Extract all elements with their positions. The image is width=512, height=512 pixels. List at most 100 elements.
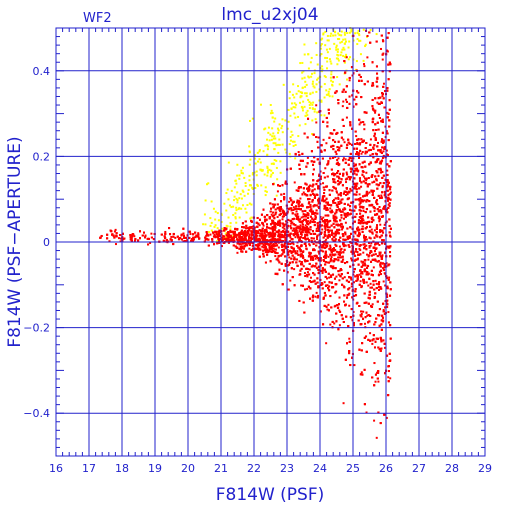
data-point xyxy=(347,46,350,49)
data-point xyxy=(251,187,254,190)
data-point xyxy=(229,222,232,225)
data-point xyxy=(256,183,259,186)
data-point xyxy=(245,211,248,214)
data-point xyxy=(114,243,117,246)
data-point xyxy=(281,226,284,229)
data-point xyxy=(254,162,257,165)
data-point xyxy=(244,184,247,187)
data-point xyxy=(357,198,360,201)
data-point xyxy=(360,215,363,218)
data-point xyxy=(379,149,382,152)
data-point xyxy=(266,174,269,177)
data-point xyxy=(299,91,302,94)
data-point xyxy=(301,77,304,80)
data-point xyxy=(324,244,327,247)
data-point xyxy=(374,253,377,256)
data-point xyxy=(247,188,250,191)
data-point xyxy=(251,186,254,189)
data-point xyxy=(320,85,323,88)
data-point xyxy=(274,117,277,120)
data-point xyxy=(359,53,362,56)
data-point xyxy=(360,185,363,188)
data-point xyxy=(315,267,318,270)
data-point xyxy=(382,150,385,153)
data-point xyxy=(329,76,332,79)
data-point xyxy=(386,293,389,296)
data-point xyxy=(338,83,341,86)
data-point xyxy=(299,197,302,200)
data-point xyxy=(352,270,355,273)
data-point xyxy=(326,39,329,42)
data-point xyxy=(230,206,233,209)
data-point xyxy=(358,193,361,196)
data-point xyxy=(242,190,245,193)
data-point xyxy=(227,161,230,164)
data-point xyxy=(255,248,258,251)
data-point xyxy=(302,265,305,268)
data-point xyxy=(382,82,385,85)
data-point xyxy=(329,323,332,326)
data-point xyxy=(372,84,375,87)
data-point xyxy=(382,52,385,55)
data-point xyxy=(308,104,311,107)
data-point xyxy=(325,48,328,51)
data-point xyxy=(358,247,361,250)
data-point xyxy=(248,179,251,182)
data-point xyxy=(337,251,340,254)
data-point xyxy=(274,224,277,227)
data-point xyxy=(234,216,237,219)
data-point xyxy=(342,138,345,141)
data-point xyxy=(307,53,310,56)
data-point xyxy=(370,242,373,245)
data-point xyxy=(364,45,367,48)
data-point xyxy=(344,244,347,247)
data-point xyxy=(342,157,345,160)
data-point xyxy=(301,61,304,64)
data-point xyxy=(380,47,383,50)
data-point xyxy=(236,191,239,194)
data-point xyxy=(324,254,327,257)
data-point xyxy=(295,207,298,210)
data-point xyxy=(339,41,342,44)
data-point xyxy=(270,138,273,141)
data-point xyxy=(240,197,243,200)
data-point xyxy=(333,322,336,325)
data-point xyxy=(337,196,340,199)
data-point xyxy=(374,152,377,155)
data-point xyxy=(285,151,288,154)
data-point xyxy=(365,171,368,174)
data-point xyxy=(235,197,238,200)
data-point xyxy=(271,231,274,234)
data-point xyxy=(210,221,213,224)
data-point xyxy=(216,212,219,215)
data-point xyxy=(307,67,310,70)
data-point xyxy=(303,105,306,108)
data-point xyxy=(354,68,357,71)
data-point xyxy=(364,322,367,325)
data-point xyxy=(360,260,363,263)
data-point xyxy=(325,246,328,249)
data-point xyxy=(315,291,318,294)
chart-title: lmc_u2xj04 xyxy=(221,5,318,25)
data-point xyxy=(235,209,238,212)
data-point xyxy=(214,210,217,213)
data-point xyxy=(253,229,256,232)
data-point xyxy=(210,229,213,232)
data-point xyxy=(344,221,347,224)
data-point xyxy=(353,364,356,367)
data-point xyxy=(282,83,285,86)
data-point xyxy=(226,225,229,228)
data-point xyxy=(244,241,247,244)
data-point xyxy=(290,209,293,212)
data-point xyxy=(297,216,300,219)
data-point xyxy=(374,380,377,383)
data-point xyxy=(303,53,306,56)
data-point xyxy=(305,92,308,95)
data-point xyxy=(340,40,343,43)
data-point xyxy=(336,50,339,53)
data-point xyxy=(240,207,243,210)
data-point xyxy=(333,232,336,235)
data-point xyxy=(209,224,212,227)
data-point xyxy=(380,169,383,172)
data-point xyxy=(329,60,332,63)
